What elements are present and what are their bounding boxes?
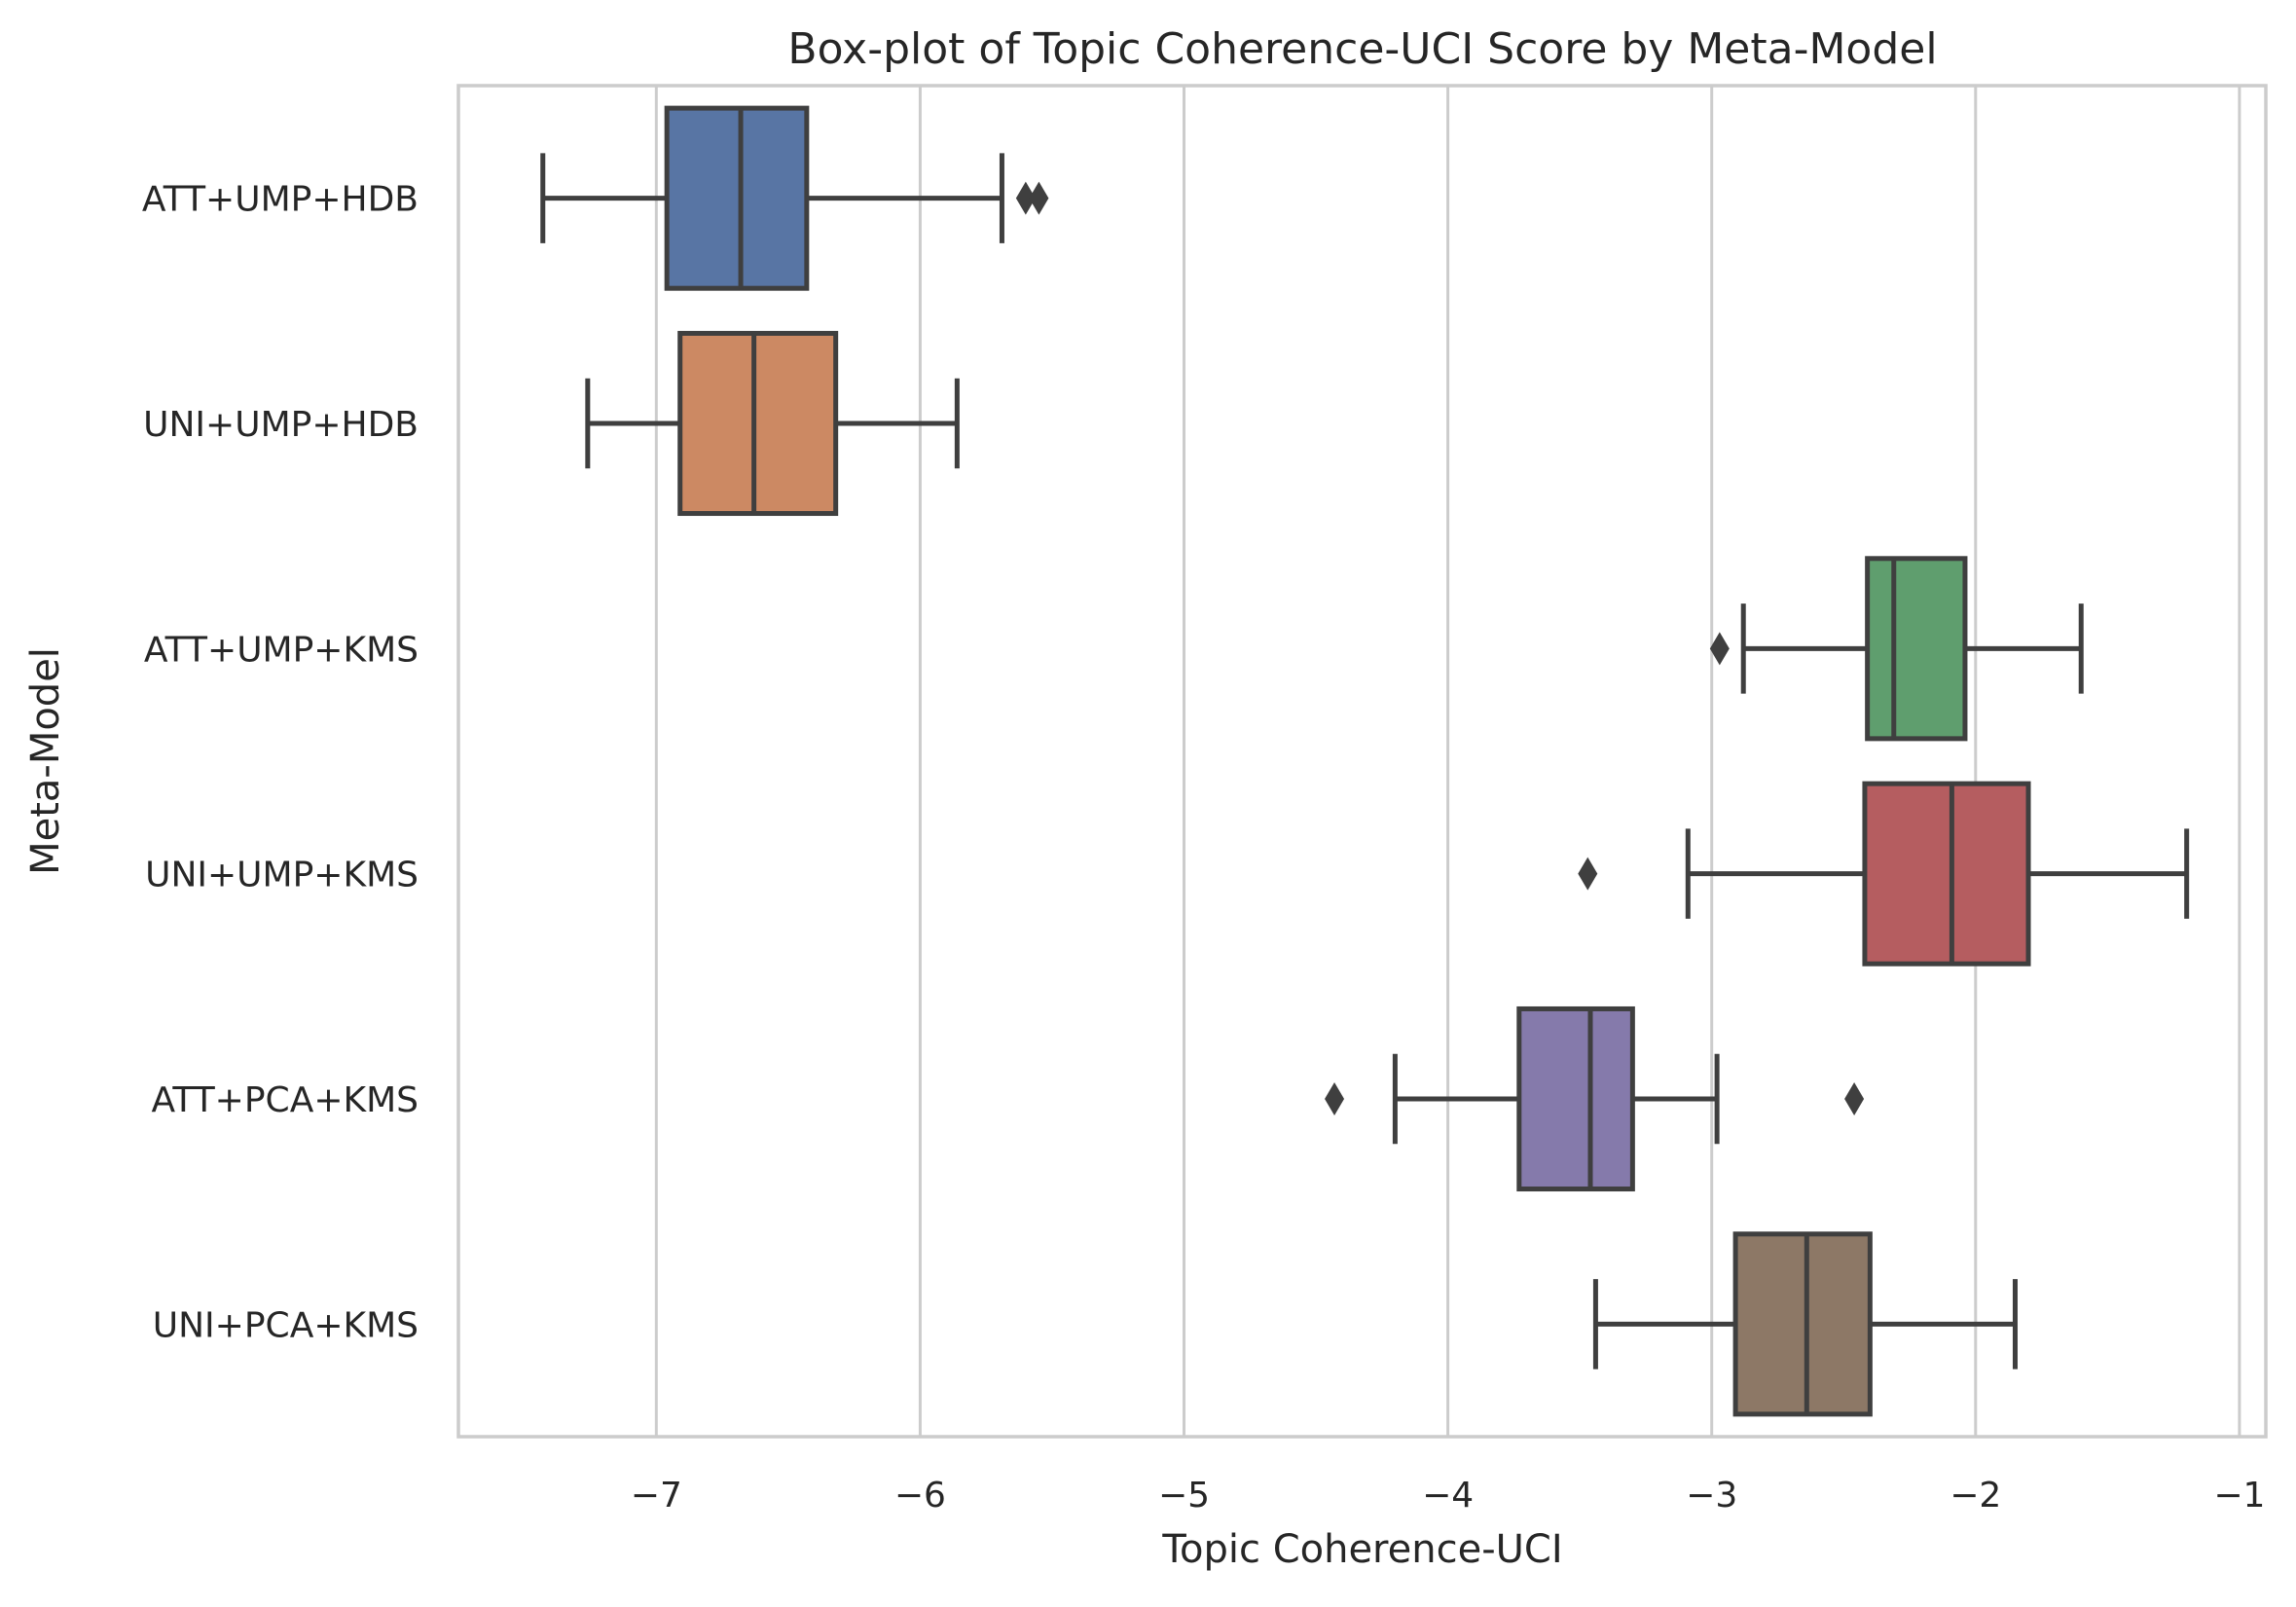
grid-lines [654,86,2241,1437]
y-tick-labels: ATT+UMP+HDB UNI+UMP+HDB ATT+UMP+KMS UNI+UMP… [142,180,419,1346]
x-tick-label: −4 [1422,1476,1474,1516]
y-tick-label: UNI+UMP+HDB [143,405,419,445]
x-tick-label: −5 [1158,1476,1210,1516]
x-axis-label: Topic Coherence-UCI [1161,1527,1562,1572]
box-att-ump-kms [1709,556,2084,742]
outlier-point [1844,1082,1865,1115]
outlier-point [1325,1082,1345,1115]
iqr-box [1516,1005,1635,1192]
y-axis-label: Meta-Model [23,647,68,875]
x-tick-label: −2 [1950,1476,2001,1516]
box-att-pca-kms [1325,1005,1865,1192]
plot-frame [456,84,2268,1439]
iqr-box [1862,781,2031,967]
x-tick-label: −6 [894,1476,946,1516]
x-tick-labels: −7 −6 −5 −4 −3 −2 −1 [631,1476,2266,1516]
y-tick-label: UNI+PCA+KMS [153,1305,419,1345]
iqr-box [1732,1231,1873,1417]
box-uni-pca-kms [1592,1231,2018,1417]
outlier-point [1578,857,1598,891]
y-tick-label: ATT+UMP+HDB [142,180,419,220]
box-att-ump-hdb [540,105,1049,291]
box-group [540,105,2190,1417]
x-tick-label: −7 [631,1476,682,1516]
box-uni-ump-hdb [585,330,960,517]
iqr-box [1865,556,1968,742]
iqr-box [664,105,810,291]
x-tick-label: −1 [2213,1476,2265,1516]
y-tick-label: ATT+PCA+KMS [152,1080,419,1120]
y-tick-label: ATT+UMP+KMS [144,630,419,670]
outlier-point [1709,632,1730,666]
outlier-point [1015,181,1036,215]
chart-title: Box-plot of Topic Coherence-UCI Score by… [787,24,1937,74]
outlier-point [1029,181,1049,215]
y-tick-label: UNI+UMP+KMS [145,856,419,895]
box-uni-ump-kms [1578,781,2190,967]
iqr-box [677,330,839,517]
x-tick-label: −3 [1686,1476,1737,1516]
